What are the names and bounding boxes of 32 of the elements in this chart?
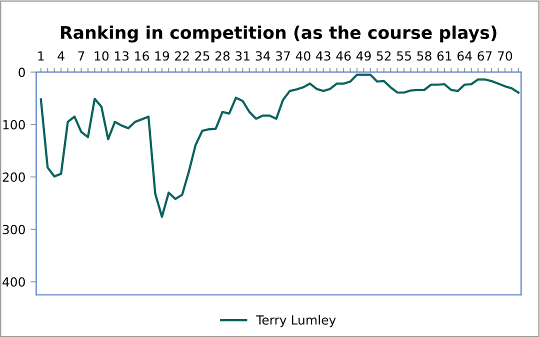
y-tick-label: 200 [2,172,25,182]
y-tick-label: 0 [18,68,25,78]
x-tick-label: 28 [215,51,230,61]
x-tick-label: 1 [38,51,44,60]
x-tick-label: 46 [336,51,351,61]
x-tick-label: 70 [498,51,512,61]
chart-title: Ranking in competition (as the course plays) [61,26,496,43]
y-tick-label: 100 [3,120,25,130]
x-tick-label: 4 [58,51,64,60]
legend-label: Terry Lumley [256,315,336,328]
x-tick-label: 43 [316,51,330,61]
x-tick-label: 52 [376,51,391,61]
x-tick-label: 37 [276,51,290,61]
x-tick-label: 58 [417,51,432,61]
x-tick-label: 34 [256,51,270,61]
x-tick-label: 7 [78,51,84,60]
y-tick-label: 400 [2,277,25,287]
x-tick-label: 40 [296,51,310,61]
x-tick-label: 31 [236,51,250,61]
x-tick-label: 55 [397,51,411,61]
x-tick-label: 19 [155,51,170,61]
x-tick-label: 25 [195,51,210,61]
x-tick-label: 10 [94,51,109,61]
x-tick-label: 67 [478,51,492,61]
x-tick-label: 16 [135,51,149,61]
x-tick-label: 22 [175,51,189,60]
y-tick-label: 300 [2,224,25,234]
x-tick-label: 64 [458,51,472,61]
x-tick-label: 49 [356,51,371,61]
x-tick-label: 13 [115,51,129,61]
x-tick-label: 61 [437,51,452,61]
line-series [40,74,520,218]
